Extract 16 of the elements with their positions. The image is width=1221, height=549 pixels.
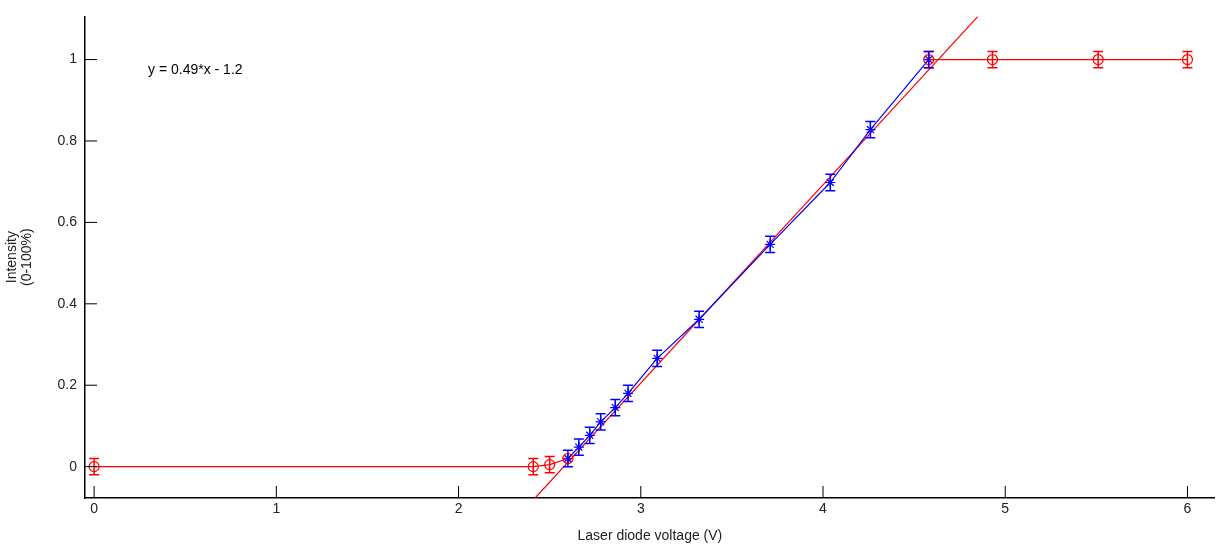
x-tick-label: 3 [636, 500, 645, 517]
x-tick-label: 4 [819, 500, 828, 517]
x-tick-label: 1 [272, 500, 281, 517]
x-tick-label: 6 [1183, 500, 1192, 517]
y-tick-label: 0 [69, 457, 78, 474]
x-axis-title: Laser diode voltage (V) [577, 527, 723, 544]
annotation: y = 0.49*x - 1.2 [148, 61, 243, 78]
y-axis-title: Intensity (0-100%) [2, 228, 34, 286]
y-tick-label: 0.8 [57, 131, 78, 148]
y-tick-label: 0.4 [57, 294, 78, 311]
y-tick-label: 0.2 [57, 376, 78, 393]
y-tick-label: 1 [69, 50, 78, 67]
x-tick-label: 2 [454, 500, 463, 517]
y-tick-label: 0.6 [57, 213, 78, 230]
x-tick-label: 5 [1001, 500, 1010, 517]
x-tick-label: 0 [90, 500, 99, 517]
